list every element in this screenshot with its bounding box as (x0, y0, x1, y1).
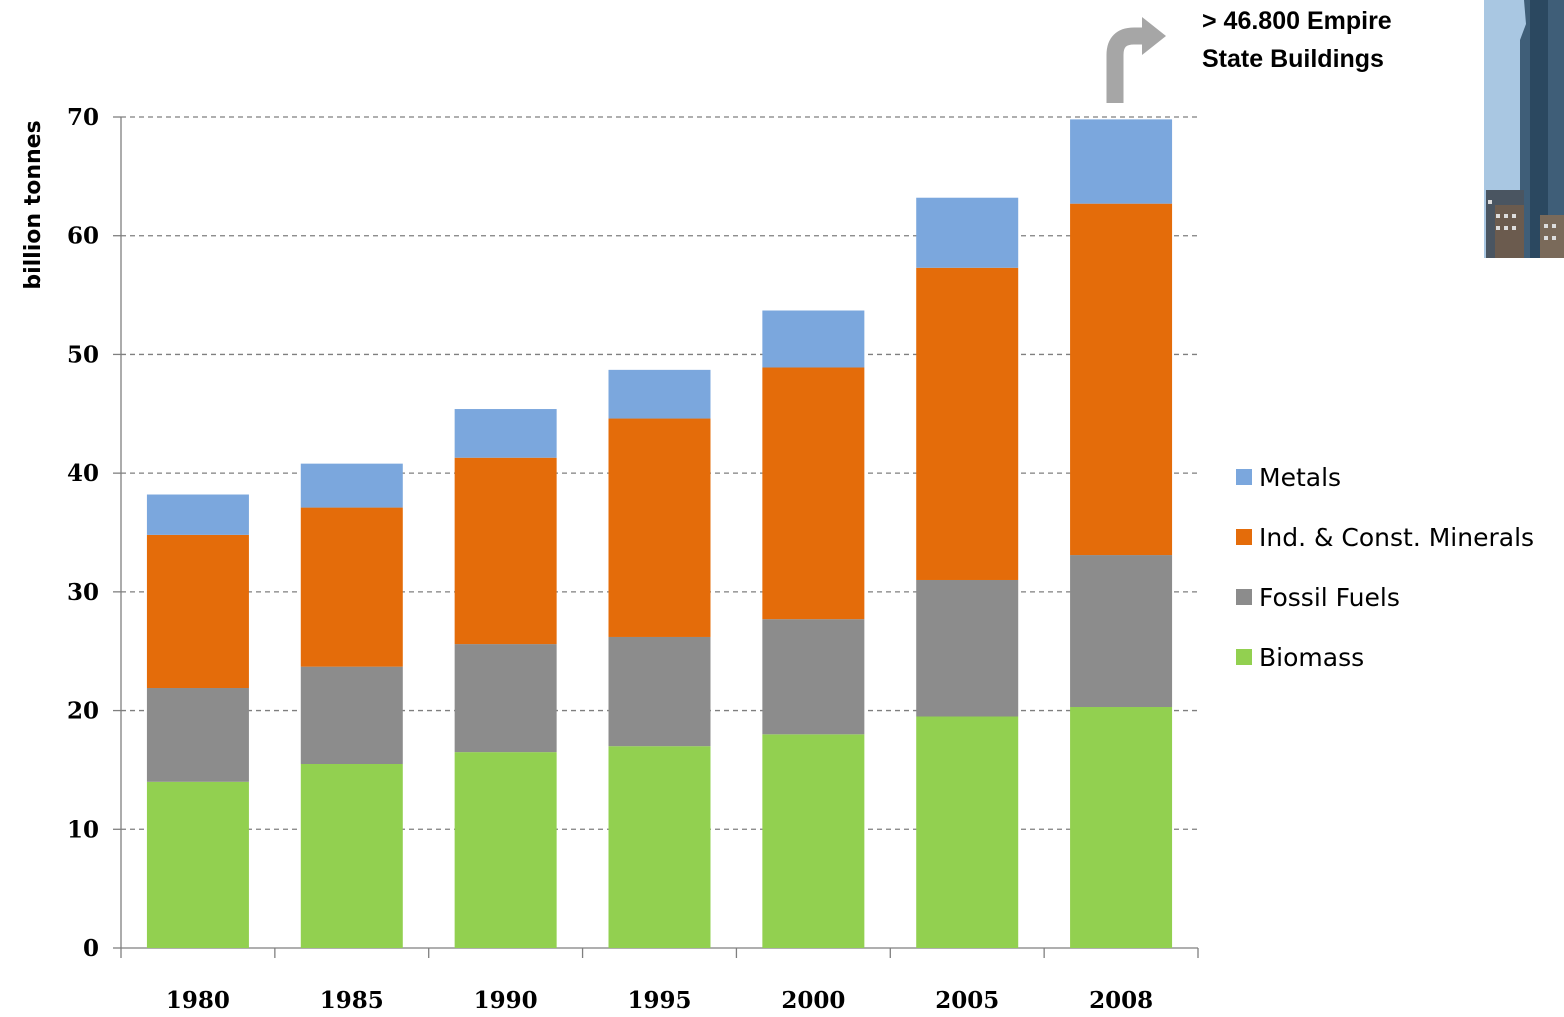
bar-metals-1980 (146, 494, 249, 535)
bar-fossil-fuels-1995 (608, 636, 711, 747)
legend-label: Fossil Fuels (1259, 583, 1400, 612)
bar-biomass-1985 (300, 763, 403, 948)
bar-ind-const-minerals-1990 (454, 457, 557, 645)
bar-metals-1995 (608, 369, 711, 419)
y-tick-label: 50 (67, 341, 99, 368)
annotation-line-2: State Buildings (1202, 45, 1384, 73)
bar-fossil-fuels-1990 (454, 644, 557, 753)
y-tick-label: 70 (67, 104, 99, 131)
legend-label: Ind. & Const. Minerals (1259, 523, 1534, 552)
bar-metals-2005 (916, 197, 1019, 268)
annotation-line-1: > 46.800 Empire (1202, 7, 1392, 35)
bar-ind-const-minerals-1985 (300, 507, 403, 667)
bar-biomass-2008 (1070, 707, 1173, 948)
bar-fossil-fuels-2005 (916, 579, 1019, 717)
tick-labels: 0 10 20 30 40 50 60 70 1980 1985 1990 1995 2000 2005 2… (67, 104, 1153, 1014)
legend-swatch (1236, 589, 1252, 605)
bar-fossil-fuels-1980 (146, 688, 249, 782)
bar-ind-const-minerals-1980 (146, 534, 249, 689)
bar-ind-const-minerals-2000 (762, 367, 865, 620)
legend-label: Metals (1259, 463, 1341, 492)
y-tick-label: 0 (83, 935, 99, 962)
bar-metals-2000 (762, 310, 865, 368)
bar-biomass-2000 (762, 734, 865, 948)
bar-metals-2008 (1070, 119, 1173, 204)
legend: Metals Ind. & Const. Minerals Fossil Fuels… (1236, 463, 1534, 672)
annotation-arrow (1106, 17, 1166, 103)
y-tick-label: 20 (67, 698, 99, 725)
y-tick-label: 60 (67, 223, 99, 250)
bars (146, 119, 1173, 948)
legend-swatch (1236, 649, 1252, 665)
legend-swatch (1236, 469, 1252, 485)
x-tick-label: 2005 (935, 987, 999, 1014)
arrow-shaft (1106, 27, 1142, 103)
city-skyline-photo (1484, 0, 1564, 258)
bar-biomass-1995 (608, 746, 711, 948)
x-tick-label: 1995 (627, 987, 691, 1014)
y-axis-label: billion tonnes (21, 120, 46, 289)
bar-ind-const-minerals-1995 (608, 418, 711, 637)
y-tick-label: 10 (67, 816, 99, 843)
x-tick-label: 1985 (320, 987, 384, 1014)
y-tick-label: 30 (67, 579, 99, 606)
bar-fossil-fuels-2000 (762, 619, 865, 735)
bar-biomass-1980 (146, 781, 249, 948)
bar-fossil-fuels-2008 (1070, 555, 1173, 708)
bar-metals-1990 (454, 409, 557, 458)
bar-metals-1985 (300, 463, 403, 508)
x-tick-label: 2000 (781, 987, 845, 1014)
y-tick-label: 40 (67, 460, 99, 487)
arrow-head (1142, 17, 1166, 55)
bar-biomass-2005 (916, 716, 1019, 948)
legend-label: Biomass (1259, 643, 1364, 672)
x-tick-label: 2008 (1089, 987, 1153, 1014)
bar-ind-const-minerals-2005 (916, 267, 1019, 580)
x-tick-label: 1980 (166, 987, 230, 1014)
bar-ind-const-minerals-2008 (1070, 203, 1173, 556)
bar-biomass-1990 (454, 752, 557, 948)
bar-fossil-fuels-1985 (300, 666, 403, 764)
legend-swatch (1236, 529, 1252, 545)
x-tick-label: 1990 (474, 987, 538, 1014)
